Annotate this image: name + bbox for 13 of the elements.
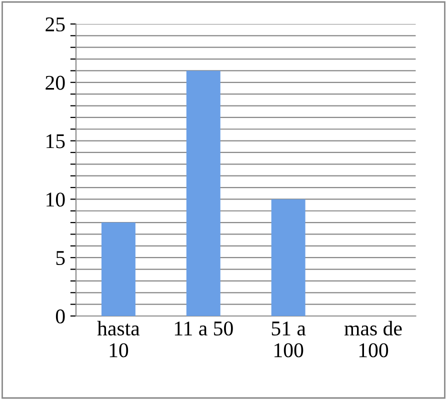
y-tick-label: 15 <box>46 134 65 148</box>
y-tick-label: 0 <box>56 309 65 324</box>
y-tick-label: 10 <box>46 192 65 207</box>
x-tick-label: hasta 10 <box>97 320 140 358</box>
y-tick-label: 20 <box>46 76 65 90</box>
bar <box>271 199 306 316</box>
bar <box>186 70 220 316</box>
x-tick-label: 51 a 100 <box>272 322 306 358</box>
x-tick-label: 11 a 50 <box>174 321 233 336</box>
x-tick-label: mas de 100 <box>344 320 402 358</box>
y-tick-label: 25 <box>46 17 65 32</box>
bar <box>101 222 136 316</box>
y-tick-label: 5 <box>56 251 65 266</box>
